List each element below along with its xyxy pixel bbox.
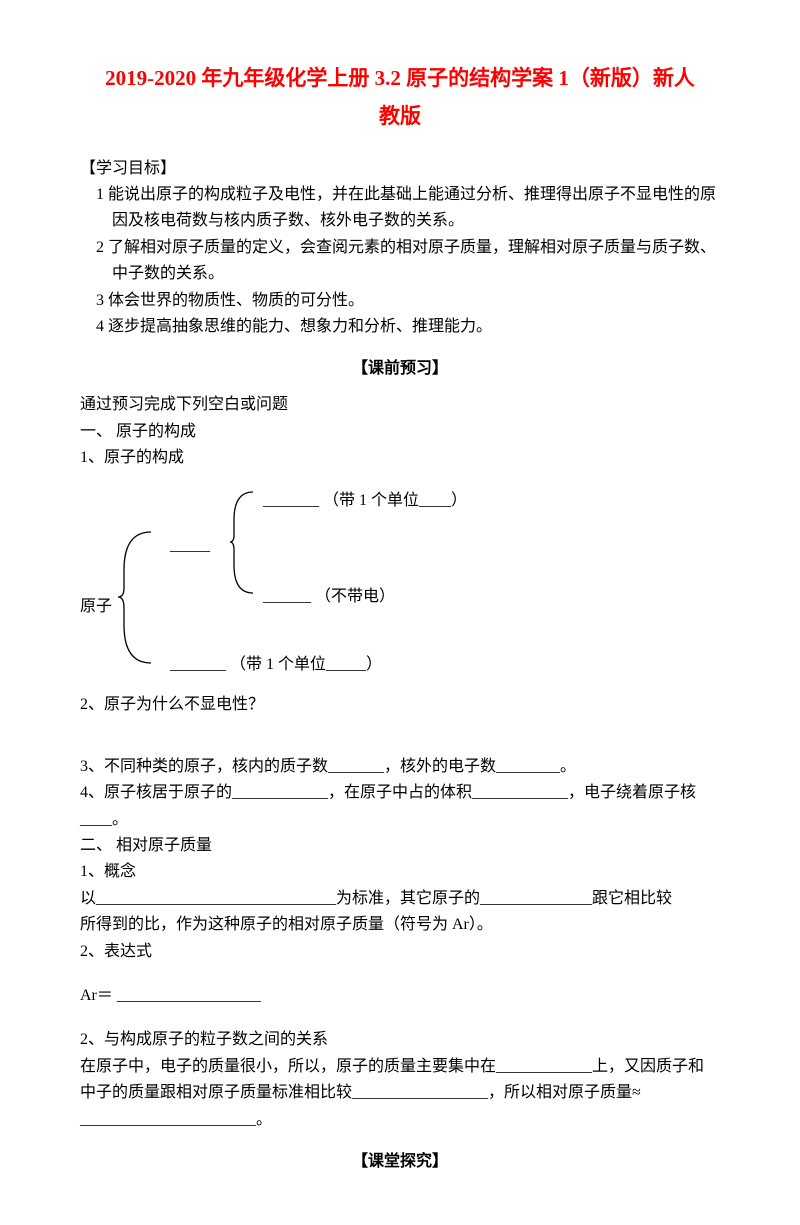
section-2-3a: 在原子中，电子的质量很小，所以，原子的质量主要集中在____________上，… bbox=[80, 1054, 720, 1080]
d-line2: _____ bbox=[170, 537, 210, 555]
section-1-4a: 4、原子核居于原子的____________，在原子中占的体积_________… bbox=[80, 780, 720, 806]
goal-3: 3 体会世界的物质性、物质的可分性。 bbox=[80, 288, 720, 314]
section-2-3c: ______________________。 bbox=[80, 1107, 720, 1133]
preview-intro: 通过预习完成下列空白或问题 bbox=[80, 392, 720, 418]
title-line2: 教版 bbox=[80, 98, 720, 136]
section-2-header: 二、 相对原子质量 bbox=[80, 833, 720, 859]
goal-4: 4 逐步提高抽象思维的能力、想象力和分析、推理能力。 bbox=[80, 314, 720, 340]
section-2-2: 2、表达式 bbox=[80, 939, 720, 965]
goals-header: 【学习目标】 bbox=[80, 156, 720, 182]
section-2-3b: 中子的质量跟相对原子质量标准相比较_________________，所以相对原… bbox=[80, 1080, 720, 1106]
section-2-1: 1、概念 bbox=[80, 859, 720, 885]
goal-2: 2 了解相对原子质量的定义，会查阅元素的相对原子质量，理解相对原子质量与质子数、… bbox=[80, 235, 720, 288]
section-1-4b: ____。 bbox=[80, 807, 720, 833]
d-line1b: （带 1 个单位____） bbox=[323, 492, 467, 509]
inner-bracket bbox=[228, 490, 258, 595]
section-2-1a: 以______________________________为标准，其它原子的… bbox=[80, 886, 720, 912]
atom-diagram: 原子 _______ （带 1 个单位____） _____ ______ （不… bbox=[80, 482, 720, 682]
title-line1: 2019-2020 年九年级化学上册 3.2 原子的结构学案 1（新版）新人 bbox=[80, 60, 720, 98]
section-2-2a: Ar＝ __________________ bbox=[80, 983, 720, 1009]
section-1-1: 1、原子的构成 bbox=[80, 445, 720, 471]
d-line3a: ______ bbox=[263, 588, 311, 605]
d-line4a: _______ bbox=[170, 656, 226, 673]
preview-header: 【课前预习】 bbox=[80, 354, 720, 378]
section-1-header: 一、 原子的构成 bbox=[80, 419, 720, 445]
atom-label: 原子 bbox=[80, 592, 112, 616]
d-line1a: _______ bbox=[263, 492, 319, 509]
explore-header: 【课堂探究】 bbox=[80, 1147, 720, 1171]
section-1-3: 3、不同种类的原子，核内的质子数_______，核外的电子数________。 bbox=[80, 754, 720, 780]
section-2-3: 2、与构成原子的粒子数之间的关系 bbox=[80, 1027, 720, 1053]
d-line3b: （不带电） bbox=[315, 588, 395, 605]
section-1-2: 2、原子为什么不显电性？ bbox=[80, 692, 720, 718]
outer-bracket bbox=[116, 530, 156, 665]
section-2-1b: 所得到的比，作为这种原子的相对原子质量（符号为 Ar）。 bbox=[80, 912, 720, 938]
goal-1: 1 能说出原子的构成粒子及电性，并在此基础上能通过分析、推理得出原子不显电性的原… bbox=[80, 182, 720, 235]
d-line4b: （带 1 个单位_____） bbox=[230, 656, 382, 673]
